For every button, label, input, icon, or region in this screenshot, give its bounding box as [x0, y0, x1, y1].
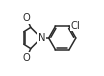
Text: O: O — [23, 53, 31, 63]
Text: Cl: Cl — [70, 21, 80, 31]
Text: O: O — [23, 13, 31, 23]
Text: N: N — [38, 33, 45, 43]
